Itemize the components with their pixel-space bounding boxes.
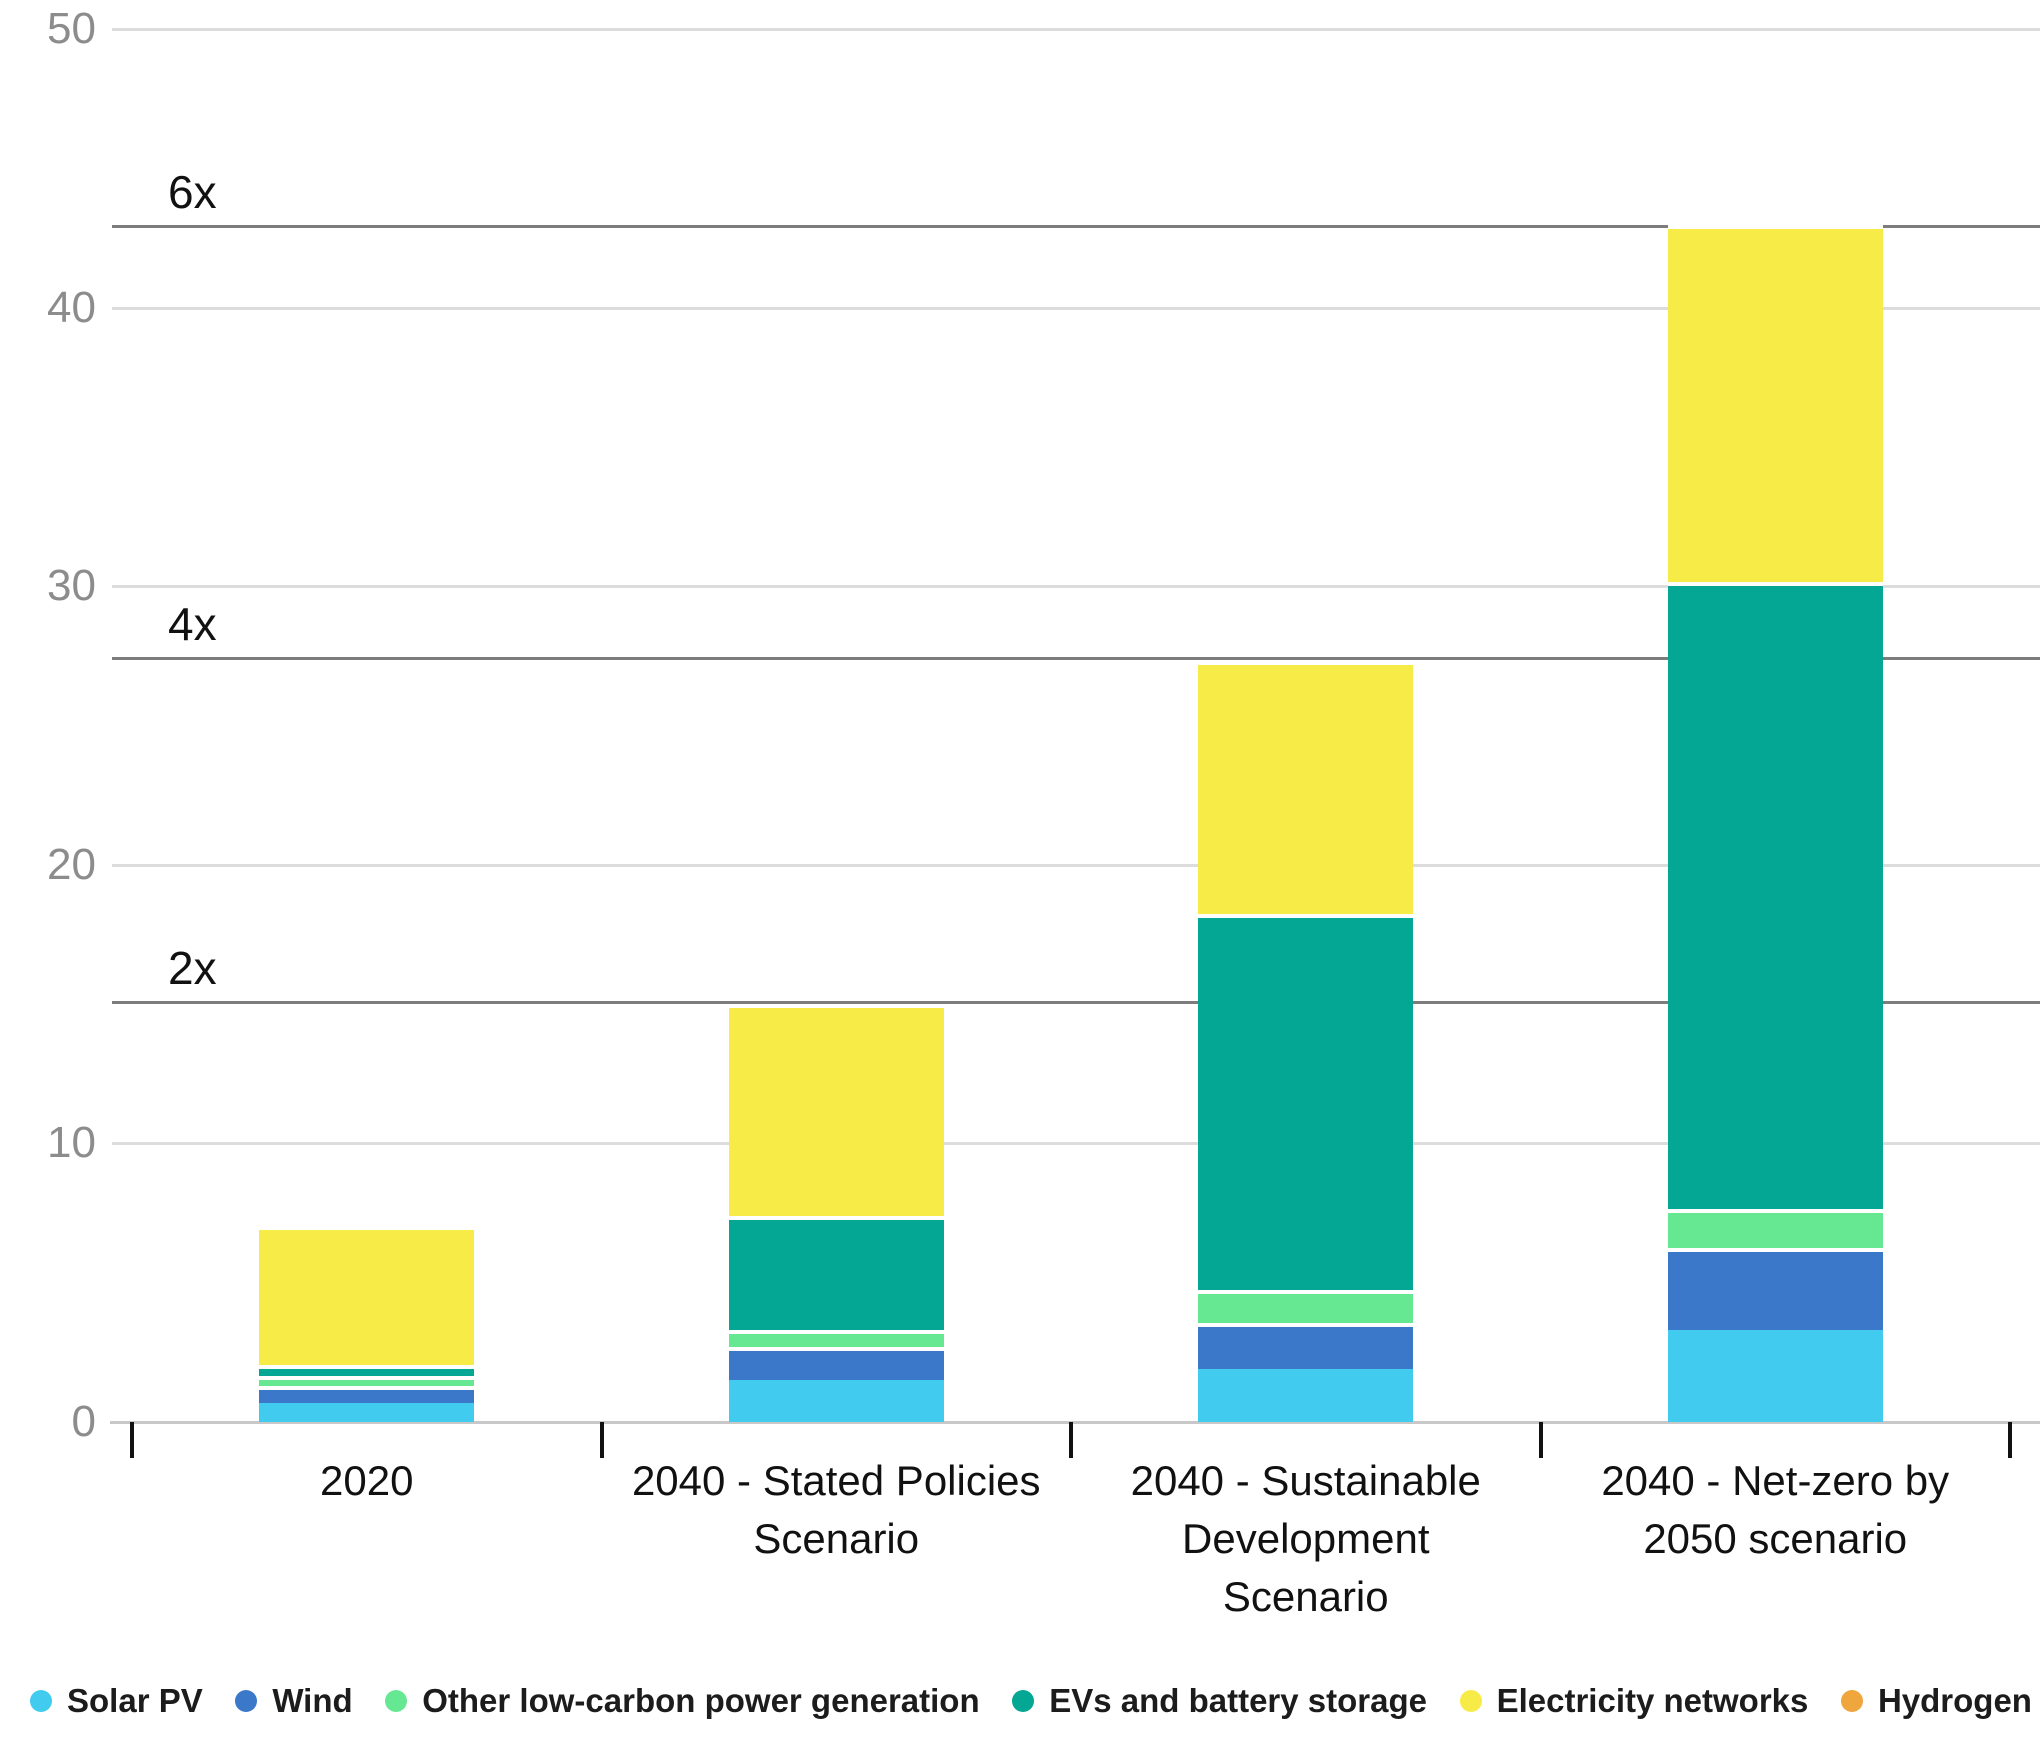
- legend-color-dot-icon: [1012, 1690, 1035, 1712]
- x-axis-category-label: 2020: [132, 1452, 602, 1510]
- reference-line-4x: [112, 657, 2040, 661]
- x-axis-category-label-line: 2040 - Stated Policies: [631, 1457, 1041, 1504]
- y-axis-tick-label: 10: [47, 1118, 96, 1168]
- legend-color-dot-icon: [30, 1690, 52, 1712]
- bar-segment-wind[interactable]: [728, 1346, 944, 1381]
- x-axis-line: [110, 1421, 2040, 1424]
- x-axis-tick: [1069, 1422, 1073, 1458]
- legend-label: EVs and battery storage: [1049, 1682, 1427, 1719]
- bar-segment-evs-and-battery-storage[interactable]: [1667, 582, 1883, 1209]
- bar-2040-stated-policies-scenario[interactable]: [728, 1004, 944, 1422]
- reference-line-2x: [112, 1001, 2040, 1005]
- bar-segment-electricity-networks[interactable]: [728, 1004, 944, 1216]
- bar-segment-solar-pv[interactable]: [259, 1402, 475, 1422]
- legend-label: Solar PV: [67, 1682, 203, 1719]
- x-axis-category-label-line: Scenario: [1222, 1572, 1389, 1620]
- legend-label: Other low-carbon power generation: [422, 1682, 980, 1719]
- bar-segment-wind[interactable]: [259, 1385, 475, 1403]
- y-axis-tick-label: 50: [47, 4, 96, 53]
- bar-segment-other-low-carbon-power-generation[interactable]: [1198, 1289, 1414, 1324]
- y-axis-tick-label: 30: [47, 561, 96, 611]
- reference-line-label: 2x: [168, 941, 217, 994]
- x-axis-tick: [130, 1422, 134, 1458]
- legend-label: Hydrogen: [1877, 1682, 2032, 1719]
- y-gridline: [112, 28, 2040, 31]
- bar-segment-wind[interactable]: [1667, 1247, 1883, 1331]
- bar-segment-other-low-carbon-power-generation[interactable]: [728, 1330, 944, 1347]
- bar-segment-wind[interactable]: [1198, 1323, 1414, 1370]
- legend-label: Wind: [272, 1682, 353, 1719]
- legend-color-dot-icon: [1840, 1690, 1863, 1712]
- x-axis-category-label: 2040 - Stated Policies Scenario: [602, 1452, 1072, 1568]
- legend-item-solar-pv[interactable]: Solar PV: [30, 1682, 203, 1720]
- x-axis-tick: [599, 1422, 604, 1458]
- legend-item-evs-and-battery-storage[interactable]: EVs and battery storage: [1012, 1682, 1427, 1720]
- legend-item-other-low-carbon-power-generation[interactable]: Other low-carbon power generation: [385, 1682, 980, 1720]
- bar-segment-electricity-networks[interactable]: [1667, 225, 1883, 583]
- x-axis-tick: [2008, 1422, 2012, 1458]
- bar-segment-solar-pv[interactable]: [1667, 1330, 1883, 1422]
- legend-item-wind[interactable]: Wind: [235, 1682, 353, 1720]
- x-axis-category-label-line: 2040 - Sustainable: [1130, 1457, 1481, 1504]
- legend-label: Electricity networks: [1496, 1682, 1809, 1719]
- x-axis-category-label: 2040 - Sustainable Development Scenario: [1071, 1452, 1541, 1626]
- bar-2040-net-zero-by-2050-scenario[interactable]: [1667, 225, 1883, 1422]
- bar-segment-other-low-carbon-power-generation[interactable]: [259, 1376, 475, 1386]
- chart-legend: Solar PV Wind Other low-carbon power gener…: [30, 1682, 2032, 1720]
- bar-segment-evs-and-battery-storage[interactable]: [1198, 913, 1414, 1290]
- legend-item-hydrogen[interactable]: Hydrogen: [1840, 1682, 2032, 1720]
- x-axis-tick: [1538, 1422, 1543, 1458]
- bar-segment-other-low-carbon-power-generation[interactable]: [1667, 1208, 1883, 1248]
- bar-segment-solar-pv[interactable]: [728, 1380, 944, 1422]
- x-axis-category-label-line: Development: [1182, 1514, 1430, 1562]
- legend-color-dot-icon: [235, 1690, 258, 1712]
- reference-line-6x: [112, 225, 2040, 229]
- bar-segment-electricity-networks[interactable]: [259, 1225, 475, 1365]
- y-axis-tick-label: 0: [71, 1397, 96, 1446]
- x-axis-category-label-line: 2040 - Net-zero by: [1601, 1457, 1950, 1504]
- y-gridline: [112, 306, 2040, 310]
- bar-segment-evs-and-battery-storage[interactable]: [259, 1364, 475, 1377]
- y-gridline: [112, 863, 2040, 867]
- reference-line-label: 4x: [168, 597, 217, 650]
- legend-color-dot-icon: [1459, 1690, 1482, 1712]
- x-axis-category-label-line: 2050 scenario: [1643, 1514, 1908, 1562]
- y-axis-tick-label: 20: [47, 839, 96, 889]
- legend-item-electricity-networks[interactable]: Electricity networks: [1459, 1682, 1809, 1720]
- x-axis-category-label-line: Scenario: [753, 1514, 920, 1562]
- x-axis-category-label: 2040 - Net-zero by 2050 scenario: [1541, 1452, 2011, 1568]
- y-axis-tick-label: 40: [47, 282, 96, 332]
- bar-2020[interactable]: [259, 1225, 475, 1422]
- bar-2040-sustainable-development-scenario[interactable]: [1198, 661, 1414, 1422]
- y-gridline: [112, 585, 2040, 589]
- bar-segment-evs-and-battery-storage[interactable]: [728, 1215, 944, 1331]
- bar-segment-solar-pv[interactable]: [1198, 1369, 1414, 1422]
- x-axis-category-label-line: 2020: [320, 1457, 414, 1504]
- y-gridline: [112, 1142, 2040, 1146]
- bar-segment-electricity-networks[interactable]: [1198, 661, 1414, 914]
- legend-color-dot-icon: [385, 1690, 408, 1712]
- reference-line-label: 6x: [168, 165, 217, 218]
